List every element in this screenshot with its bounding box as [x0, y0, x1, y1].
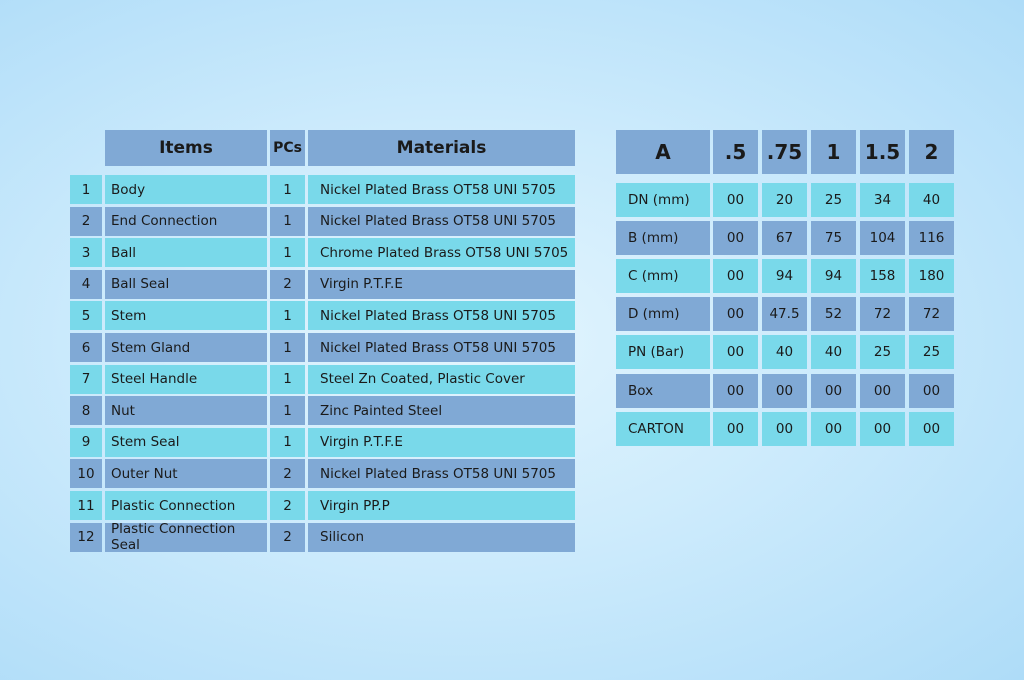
- dims-row-label: D (mm): [616, 297, 710, 332]
- item-material: Nickel Plated Brass OT58 UNI 5705: [308, 206, 575, 236]
- dims-value: 00: [713, 297, 758, 332]
- dims-header: .5: [713, 130, 758, 174]
- row-number: 7: [70, 364, 102, 394]
- item-name: Body: [105, 175, 267, 204]
- item-name: End Connection: [105, 206, 267, 236]
- header-pcs: PCs: [270, 130, 305, 166]
- dims-header: 1: [811, 130, 856, 174]
- item-name: Stem Seal: [105, 427, 267, 457]
- dims-value: 00: [860, 373, 905, 408]
- dims-value: 104: [860, 221, 905, 256]
- item-pcs: 1: [270, 333, 305, 362]
- dims-row-label: PN (Bar): [616, 335, 710, 370]
- item-material: Nickel Plated Brass OT58 UNI 5705: [308, 175, 575, 204]
- dims-value: 94: [811, 259, 856, 294]
- item-pcs: 1: [270, 427, 305, 457]
- dims-value: 25: [909, 335, 954, 370]
- item-pcs: 1: [270, 206, 305, 236]
- item-material: Nickel Plated Brass OT58 UNI 5705: [308, 333, 575, 362]
- dims-value: 94: [762, 259, 807, 294]
- dims-value: 40: [762, 335, 807, 370]
- dims-value: 52: [811, 297, 856, 332]
- row-number: 3: [70, 238, 102, 268]
- item-name: Outer Nut: [105, 459, 267, 489]
- row-number: 9: [70, 427, 102, 457]
- item-name: Ball Seal: [105, 269, 267, 299]
- row-number: 11: [70, 491, 102, 520]
- item-pcs: 2: [270, 491, 305, 520]
- item-pcs: 1: [270, 301, 305, 331]
- dims-value: 34: [860, 183, 905, 217]
- item-material: Nickel Plated Brass OT58 UNI 5705: [308, 459, 575, 489]
- dims-value: 00: [713, 221, 758, 256]
- item-pcs: 2: [270, 522, 305, 552]
- row-number: 6: [70, 333, 102, 362]
- item-pcs: 2: [270, 459, 305, 489]
- dims-row-label: B (mm): [616, 221, 710, 256]
- item-pcs: 1: [270, 238, 305, 268]
- dims-header: A: [616, 130, 710, 174]
- dims-value: 00: [811, 373, 856, 408]
- dims-header: 2: [909, 130, 954, 174]
- dims-value: 00: [860, 411, 905, 446]
- item-pcs: 1: [270, 175, 305, 204]
- item-name: Steel Handle: [105, 364, 267, 394]
- row-number: 1: [70, 175, 102, 204]
- item-name: Stem: [105, 301, 267, 331]
- dims-value: 25: [860, 335, 905, 370]
- dims-row-label: Box: [616, 373, 710, 408]
- header-materials: Materials: [308, 130, 575, 166]
- item-material: Virgin P.T.F.E: [308, 269, 575, 299]
- item-material: Virgin PP.P: [308, 491, 575, 520]
- dims-row-label: CARTON: [616, 411, 710, 446]
- item-material: Virgin P.T.F.E: [308, 427, 575, 457]
- dims-value: 40: [909, 183, 954, 217]
- item-material: Nickel Plated Brass OT58 UNI 5705: [308, 301, 575, 331]
- dims-value: 116: [909, 221, 954, 256]
- row-number: 12: [70, 522, 102, 552]
- row-number: 2: [70, 206, 102, 236]
- item-name: Nut: [105, 396, 267, 426]
- item-name: Ball: [105, 238, 267, 268]
- row-number: 4: [70, 269, 102, 299]
- item-material: Silicon: [308, 522, 575, 552]
- dims-row-label: DN (mm): [616, 183, 710, 217]
- dims-value: 75: [811, 221, 856, 256]
- dims-row-label: C (mm): [616, 259, 710, 294]
- dims-value: 00: [713, 411, 758, 446]
- item-material: Zinc Painted Steel: [308, 396, 575, 426]
- dims-value: 00: [713, 373, 758, 408]
- dims-value: 00: [811, 411, 856, 446]
- dims-value: 40: [811, 335, 856, 370]
- dims-value: 00: [713, 259, 758, 294]
- item-pcs: 2: [270, 269, 305, 299]
- row-number: 8: [70, 396, 102, 426]
- dims-value: 25: [811, 183, 856, 217]
- dims-value: 00: [909, 373, 954, 408]
- dims-value: 00: [762, 411, 807, 446]
- item-pcs: 1: [270, 364, 305, 394]
- dims-value: 180: [909, 259, 954, 294]
- dims-value: 00: [713, 183, 758, 217]
- row-number: 10: [70, 459, 102, 489]
- dims-value: 158: [860, 259, 905, 294]
- dims-value: 00: [713, 335, 758, 370]
- dims-value: 72: [860, 297, 905, 332]
- item-pcs: 1: [270, 396, 305, 426]
- dims-value: 00: [762, 373, 807, 408]
- item-material: Steel Zn Coated, Plastic Cover: [308, 364, 575, 394]
- dims-value: 72: [909, 297, 954, 332]
- dims-header: 1.5: [860, 130, 905, 174]
- header-items: Items: [105, 130, 267, 166]
- item-name: Plastic Connection: [105, 491, 267, 520]
- item-name: Plastic Connection Seal: [105, 521, 267, 553]
- dims-value: 00: [909, 411, 954, 446]
- item-name: Stem Gland: [105, 333, 267, 362]
- row-number: 5: [70, 301, 102, 331]
- dims-value: 20: [762, 183, 807, 217]
- dims-value: 47.5: [762, 297, 807, 332]
- dims-header: .75: [762, 130, 807, 174]
- item-material: Chrome Plated Brass OT58 UNI 5705: [308, 238, 575, 268]
- dims-value: 67: [762, 221, 807, 256]
